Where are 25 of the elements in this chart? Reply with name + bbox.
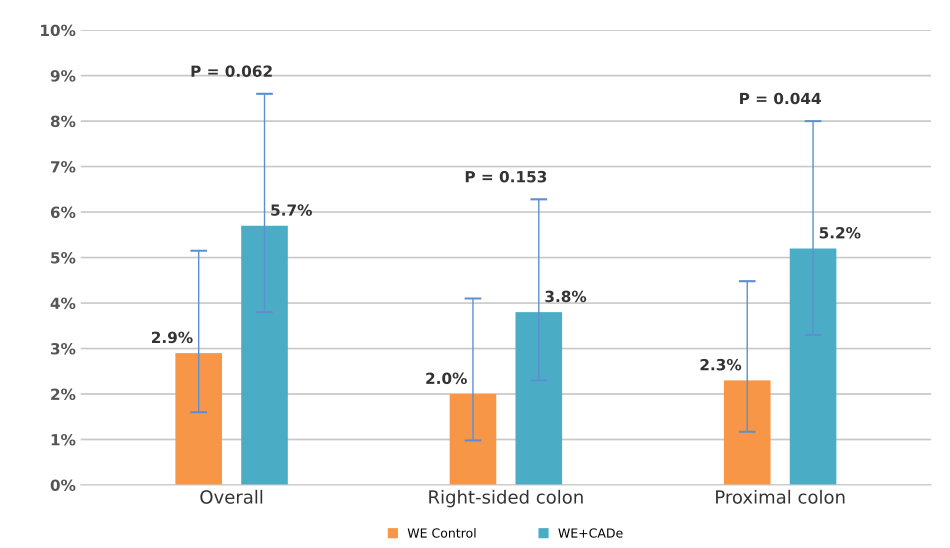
y-tick-label: 0% (50, 479, 76, 491)
y-tick-label: 1% (52, 434, 76, 446)
y-tick-label: 7% (50, 161, 76, 173)
annotation: P = 0.062 (192, 65, 272, 77)
data-label: 3.8% (545, 290, 586, 302)
y-tick-label: 3% (50, 342, 76, 355)
annotation: P = 0.044 (740, 92, 821, 104)
y-tick-label: 10% (41, 24, 76, 36)
legend-label: WE+CADe (558, 528, 623, 538)
data-label: 5.7% (271, 204, 312, 216)
annotation: P = 0.153 (466, 170, 546, 182)
x-tick-label: Right-sided colon (429, 490, 583, 508)
x-tick-label: Overall (200, 490, 262, 504)
data-label: 2.9% (152, 332, 193, 344)
y-tick-label: 6% (50, 206, 76, 218)
y-tick-label: 5% (51, 252, 76, 264)
y-tick-label: 9% (50, 70, 76, 82)
y-tick-label: 8% (50, 116, 76, 128)
legend-label: WE Control (408, 528, 476, 538)
y-tick-label: 2% (51, 388, 76, 400)
data-label: 5.2% (820, 227, 861, 239)
data-label: 2.0% (426, 372, 467, 384)
y-tick-label: 4% (50, 298, 76, 310)
x-tick-label: Proximal colon (716, 490, 844, 504)
data-label: 2.3% (700, 358, 742, 370)
